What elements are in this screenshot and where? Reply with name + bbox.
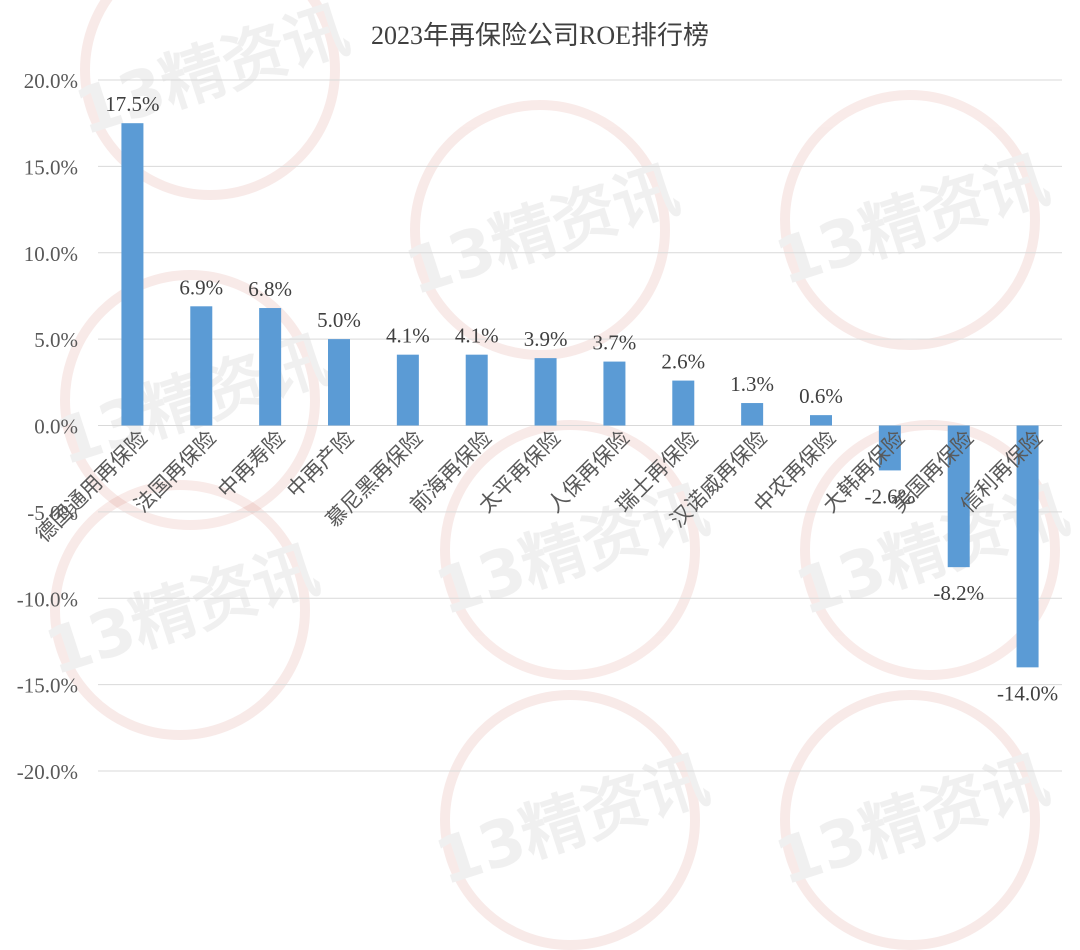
bar — [603, 361, 626, 426]
y-tick-label: 15.0% — [24, 155, 78, 179]
bar — [878, 425, 901, 471]
y-tick-label: -5.0% — [27, 501, 78, 525]
bar — [810, 415, 832, 426]
bar — [328, 339, 350, 426]
data-label: -8.2% — [933, 581, 984, 605]
bar — [672, 380, 695, 426]
bar — [465, 354, 488, 426]
gridlines — [98, 79, 1062, 772]
y-tick-label: 10.0% — [24, 242, 78, 266]
y-tick-label: -15.0% — [17, 674, 78, 698]
data-label: -14.0% — [997, 681, 1058, 705]
data-label: 5.0% — [317, 308, 361, 332]
data-label: 6.9% — [179, 275, 223, 299]
bar — [190, 306, 213, 426]
data-label: 6.8% — [248, 277, 292, 301]
bar — [396, 354, 419, 426]
data-label: 3.7% — [593, 331, 637, 355]
data-label: 2.6% — [661, 350, 705, 374]
data-label: 0.6% — [799, 384, 843, 408]
data-label: -2.6% — [864, 484, 915, 508]
x-tick-label: 中再寿险 — [213, 426, 289, 502]
chart-title: 2023年再保险公司ROE排行榜 — [371, 21, 709, 50]
bar — [259, 308, 282, 426]
bar-chart: 2023年再保险公司ROE排行榜 20.0% 15.0% 10.0% 5.0% 0.0%… — [17, 21, 1062, 784]
bar — [534, 358, 557, 426]
bar — [121, 123, 144, 426]
data-label: 4.1% — [386, 324, 430, 348]
y-axis: 20.0% 15.0% 10.0% 5.0% 0.0% -5.0% -10.0% -15.0%… — [17, 69, 78, 784]
bar — [741, 403, 764, 426]
y-tick-label: -20.0% — [17, 760, 78, 784]
bar — [947, 425, 970, 568]
y-tick-label: 0.0% — [34, 415, 78, 439]
data-label: 1.3% — [730, 372, 774, 396]
x-tick-label: 德国通用再保险 — [31, 426, 152, 547]
data-label: 4.1% — [455, 324, 499, 348]
y-tick-label: 20.0% — [24, 69, 78, 93]
data-label: 3.9% — [524, 327, 568, 351]
y-tick-label: 5.0% — [34, 328, 78, 352]
data-labels: 17.5% 6.9% 6.8% 5.0% 4.1% 4.1% 3.9% 3.7% 2.6% 1.3… — [105, 92, 1058, 705]
y-tick-label: -10.0% — [17, 587, 78, 611]
bar — [1016, 425, 1039, 668]
data-label: 17.5% — [105, 92, 159, 116]
bar-series — [121, 123, 1039, 668]
